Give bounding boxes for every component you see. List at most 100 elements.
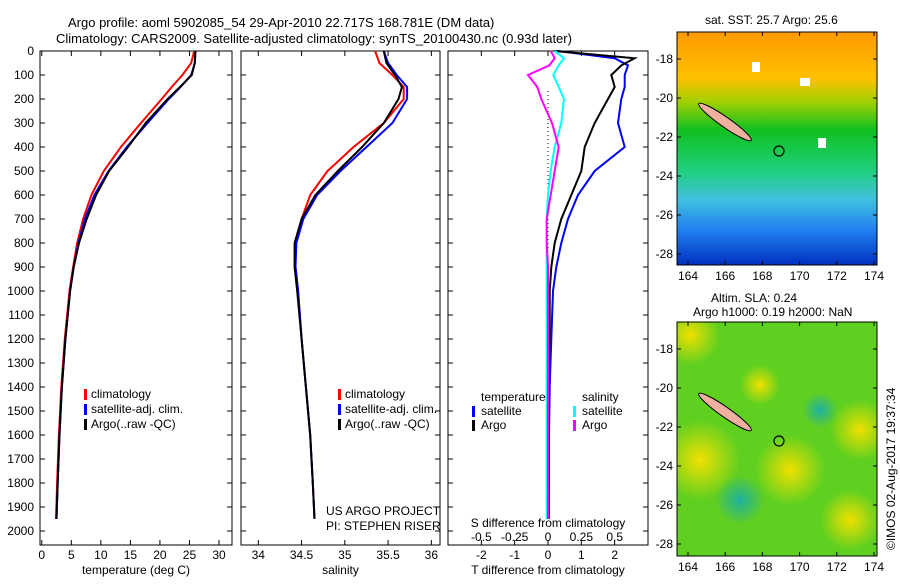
lon-tick-label: 170 xyxy=(790,560,810,574)
legend-label: Argo(..raw -QC) xyxy=(91,417,176,431)
legend-swatch xyxy=(84,404,87,415)
x-tick-label: 2 xyxy=(611,548,618,562)
lon-tick-label: 166 xyxy=(715,269,735,283)
legend-label: climatology xyxy=(91,387,151,401)
lon-tick-label: 166 xyxy=(715,560,735,574)
lon-tick-label: 172 xyxy=(827,269,847,283)
x-tick-label: 30 xyxy=(212,548,226,562)
lat-tick-label: -28 xyxy=(656,247,674,261)
legend-label: satellite-adj. clim. xyxy=(345,402,437,416)
lon-tick-label: 164 xyxy=(678,560,698,574)
depth-tick-label: 0 xyxy=(27,44,34,58)
x-tick-label: -2 xyxy=(476,548,487,562)
legend-swatch xyxy=(338,419,341,430)
sst-map xyxy=(677,32,877,265)
sla-map xyxy=(677,322,877,556)
legend-title: salinity xyxy=(582,390,619,404)
legend-swatch xyxy=(338,404,341,415)
x2-tick-label: 0.25 xyxy=(570,530,594,544)
legend-label: satellite xyxy=(582,404,623,418)
depth-tick-label: 1700 xyxy=(7,452,34,466)
sla-map-title2: Argo h1000: 0.19 h2000: NaN xyxy=(693,305,852,319)
legend-swatch xyxy=(472,420,475,431)
lat-tick-label: -24 xyxy=(656,169,674,183)
series-line-climatology xyxy=(55,50,196,520)
x-tick-label: 36 xyxy=(425,548,439,562)
x-axis-label: salinity xyxy=(322,563,359,577)
lon-tick-label: 168 xyxy=(752,269,772,283)
legend-swatch xyxy=(573,406,576,417)
title-line1: Argo profile: aoml 5902085_54 29-Apr-201… xyxy=(68,15,494,30)
depth-tick-label: 1800 xyxy=(7,476,34,490)
depth-tick-label: 1100 xyxy=(8,308,34,322)
depth-tick-label: 300 xyxy=(14,116,34,130)
legend-swatch xyxy=(84,419,87,430)
lat-tick-label: -28 xyxy=(656,537,674,551)
legend-swatch xyxy=(84,389,87,400)
depth-tick-label: 100 xyxy=(14,68,34,82)
depth-tick-label: 500 xyxy=(14,164,34,178)
x-tick-label: 0 xyxy=(545,548,552,562)
depth-tick-label: 1400 xyxy=(7,380,34,394)
x-tick-label: -1 xyxy=(509,548,520,562)
legend-label: satellite-adj. clim. xyxy=(91,402,183,416)
x-tick-label: 35 xyxy=(338,548,352,562)
x-tick-label: 20 xyxy=(153,548,167,562)
lon-tick-label: 170 xyxy=(790,269,810,283)
depth-tick-label: 800 xyxy=(14,236,34,250)
depth-tick-label: 900 xyxy=(14,260,34,274)
title-line2: Climatology: CARS2009. Satellite-adjuste… xyxy=(56,31,572,46)
x-tick-label: 34 xyxy=(252,548,266,562)
x2-tick-label: 0.5 xyxy=(606,530,623,544)
lat-tick-label: -26 xyxy=(656,208,674,222)
temperature-panel: 0 5 10 15 20 25 30 temperature (deg C) 0 100 200 30… xyxy=(7,44,233,577)
depth-tick-label: 400 xyxy=(14,140,34,154)
x-tick-label: 15 xyxy=(124,548,138,562)
x-tick-label: 0 xyxy=(38,548,45,562)
plot-frame xyxy=(240,50,441,546)
lat-tick-label: -22 xyxy=(656,130,674,144)
legend-label: Argo xyxy=(582,418,608,432)
depth-tick-label: 1300 xyxy=(7,356,34,370)
x2-tick-label: -0.25 xyxy=(501,530,529,544)
lat-tick-label: -26 xyxy=(656,498,674,512)
x-tick-label: 5 xyxy=(68,548,75,562)
plot-frame xyxy=(39,50,233,546)
depth-tick-label: 1900 xyxy=(7,500,34,514)
legend-swatch xyxy=(338,389,341,400)
x-tick-label: 25 xyxy=(183,548,197,562)
lon-tick-label: 174 xyxy=(864,560,884,574)
argo-position-marker xyxy=(773,145,785,157)
series-line-satellite-adj-clim- xyxy=(294,50,409,520)
sla-map-title1: Altim. SLA: 0.24 xyxy=(711,291,797,305)
sst-map-axes: 164 166 168 170 172 174 -18 -20 -22 -24 -26 -28 xyxy=(656,32,884,283)
lat-tick-label: -18 xyxy=(656,342,674,356)
lon-tick-label: 172 xyxy=(827,560,847,574)
series-line-argo-raw-qc- xyxy=(293,50,403,520)
depth-tick-label: 2000 xyxy=(7,524,34,538)
legend-label: Argo(..raw -QC) xyxy=(345,417,430,431)
depth-tick-label: 1000 xyxy=(7,284,34,298)
credit: ©IMOS 02-Aug-2017 19:37:34 xyxy=(884,387,898,550)
lat-tick-label: -18 xyxy=(656,52,674,66)
depth-tick-label: 1500 xyxy=(7,404,34,418)
lat-tick-label: -20 xyxy=(656,91,674,105)
x2-axis-label: S difference from climatology xyxy=(471,516,626,530)
series-line-s-satellite xyxy=(545,50,566,519)
legend-swatch xyxy=(472,406,475,417)
project-pi: PI: STEPHEN RISER xyxy=(326,519,441,533)
legend-label: Argo xyxy=(481,418,507,432)
depth-tick-label: 200 xyxy=(14,92,34,106)
sst-map-title: sat. SST: 25.7 Argo: 25.6 xyxy=(705,13,838,27)
depth-tick-label: 1600 xyxy=(7,428,34,442)
depth-tick-label: 1200 xyxy=(7,332,34,346)
x2-tick-label: -0.5 xyxy=(471,530,492,544)
legend-label: satellite xyxy=(481,404,522,418)
x-tick-label: 34.5 xyxy=(290,548,314,562)
argo-position-marker xyxy=(773,435,785,447)
lon-tick-label: 174 xyxy=(864,269,884,283)
x2-tick-label: 0 xyxy=(545,530,552,544)
sla-map-axes: 164 166 168 170 172 174 -18 -20 -22 -24 -26 -28 xyxy=(656,322,884,574)
lat-tick-label: -20 xyxy=(656,381,674,395)
